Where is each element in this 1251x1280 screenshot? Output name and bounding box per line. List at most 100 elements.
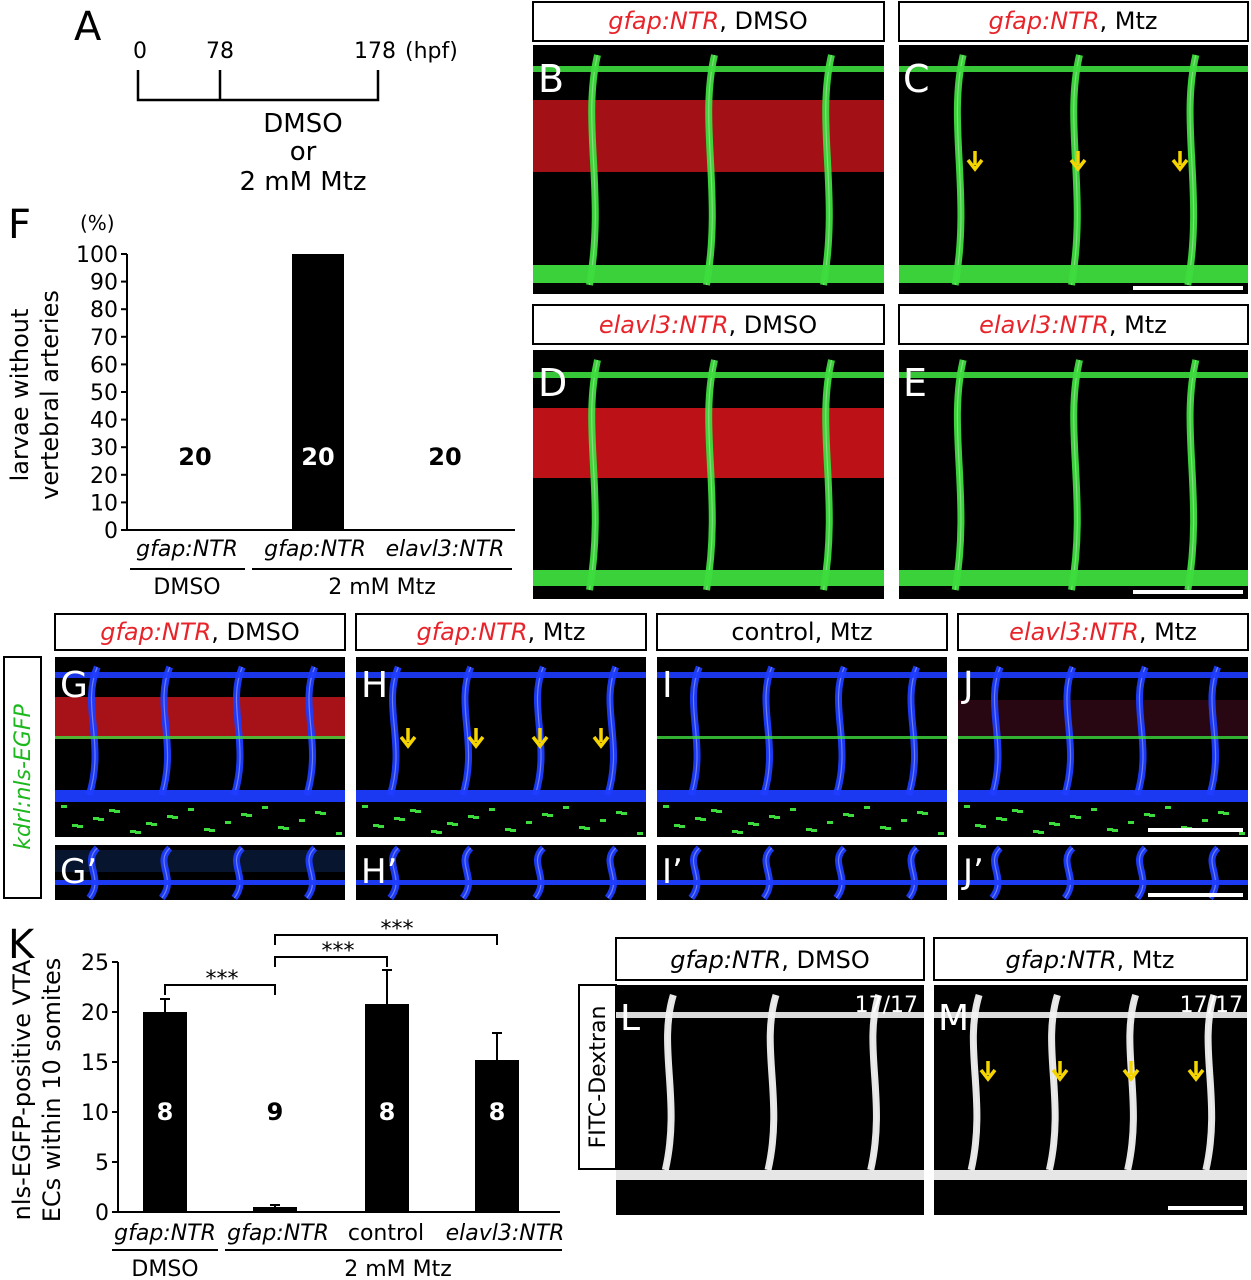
endothelial-nucleus [1017, 810, 1023, 813]
timeline-unit: (hpf) [405, 39, 458, 64]
chart-k-category-label: elavl3:NTR [446, 1221, 565, 1246]
chart-k-tick-label: 0 [95, 1201, 109, 1226]
endothelial-nucleus [436, 831, 442, 834]
ventral-vessel [657, 790, 947, 802]
header-box-m [933, 937, 1248, 981]
arrows-c [966, 151, 1189, 172]
side-label-kdrl-text: kdrl:nls-EGFP [11, 703, 36, 849]
endothelial-nucleus [489, 808, 495, 811]
endothelial-nucleus [584, 827, 590, 830]
endothelial-nucleus [938, 832, 944, 835]
endothelial-nucleus [1223, 812, 1229, 815]
endothelial-nucleus [716, 810, 722, 813]
panel-letter-h-prime: H’ [361, 852, 397, 892]
treatment-line-1: DMSO [263, 109, 342, 139]
header-box-c [898, 1, 1249, 42]
panel-f-chart: F (%) larvae without vertebral arteries … [6, 202, 515, 600]
micrograph-j [958, 657, 1248, 837]
arrow-icon [979, 1061, 997, 1082]
chart-k-category-label: gfap:NTR [227, 1221, 329, 1246]
segmental-vessel-highlight [1136, 666, 1146, 796]
chart-f-tick-label: 30 [90, 436, 118, 461]
endothelial-nucleus [700, 818, 706, 821]
panel-e: elavl3:NTR, Mtz E [898, 304, 1249, 599]
vertebral-artery [55, 736, 345, 739]
endothelial-nucleus [790, 808, 796, 811]
endothelial-nucleus [917, 811, 923, 814]
dorsal-vessel [899, 372, 1248, 378]
endothelial-nucleus [885, 827, 891, 830]
dorsal-vessel [657, 672, 947, 678]
chart-f-group-mtz: 2 mM Mtz [328, 575, 436, 600]
count-l: 17/17 [855, 993, 918, 1018]
endothelial-nucleus [996, 817, 1002, 820]
neural-tube-g-prime [55, 850, 345, 872]
endothelial-nucleus [1049, 822, 1055, 825]
endothelial-nucleus [621, 812, 627, 815]
timeline-label-78: 78 [206, 39, 234, 64]
vessels-e [899, 359, 1248, 591]
endothelial-nucleus [848, 814, 854, 817]
dorsal-vessel [533, 372, 884, 378]
dorsal-vessel [55, 672, 345, 678]
segmental-vessel [820, 54, 835, 286]
ventral-vessel [356, 880, 646, 885]
chart-f-bar [292, 254, 344, 530]
endothelial-nucleus [806, 828, 812, 831]
segmental-vessel [303, 845, 318, 901]
segmental-vessel [231, 845, 245, 901]
sig-bracket-2 [274, 956, 388, 967]
ventral-vessel [356, 790, 646, 802]
endothelial-nucleus [579, 826, 585, 829]
endothelial-nucleus [753, 823, 759, 826]
endothelial-nucleus [225, 821, 231, 824]
chart-f-n-label: 20 [178, 443, 211, 471]
panel-letter-h: H [361, 665, 388, 706]
chart-k-bar [143, 1012, 187, 1212]
chart-k-group-dmso: DMSO [131, 1257, 198, 1280]
segmental-vessel-highlight [991, 666, 1001, 796]
neural-tube-red-g [55, 697, 345, 739]
endothelial-nucleus [1149, 814, 1155, 817]
segmental-vessel [703, 359, 718, 591]
segmental-vessel [1206, 845, 1221, 901]
arrow-icon [592, 728, 610, 749]
count-m: 17/17 [1180, 993, 1243, 1018]
panel-letter-k: K [8, 922, 36, 968]
panel-letter-c: C [903, 57, 930, 101]
chart-k-categories: gfap:NTR gfap:NTR control elavl3:NTR [114, 1221, 564, 1246]
sig-bracket-1 [164, 984, 276, 995]
chart-k-bars [143, 1004, 519, 1212]
endothelial-nucleus [964, 805, 970, 808]
sig-label-2: *** [322, 939, 355, 964]
micrograph-i-prime [657, 845, 947, 900]
endothelial-nucleus [130, 830, 136, 833]
endothelial-nucleus [278, 826, 284, 829]
segmental-vessel [1184, 359, 1200, 591]
chart-f-category-label: gfap:NTR [136, 537, 238, 562]
segmental-vessel-highlight [534, 847, 544, 899]
header-box-i [656, 613, 948, 651]
endothelial-nucleus [975, 824, 981, 827]
ventral-vessel [55, 880, 345, 885]
endothelial-nucleus [1012, 809, 1018, 812]
segmental-vessel-highlight [908, 666, 918, 796]
endothelial-nucleus [1218, 811, 1224, 814]
segmental-vessel-highlight [1064, 666, 1074, 796]
segmental-vessel-highlight [161, 847, 171, 899]
arrow-icon [531, 728, 549, 749]
endothelial-nucleus [542, 813, 548, 816]
endothelial-nucleus [114, 810, 120, 813]
side-label-box-kdrl [3, 656, 42, 899]
endothelial-nucleus [748, 822, 754, 825]
segmental-vessel [531, 665, 547, 797]
arrow-icon [1122, 1061, 1140, 1082]
segmental-vessel-highlight [1209, 847, 1219, 899]
segmental-vessel [688, 845, 702, 901]
arrow-icon [399, 728, 417, 749]
chart-f-ylabel-2: vertebral arteries [36, 290, 64, 500]
endothelial-nucleus [1165, 806, 1171, 809]
header-box-d [532, 304, 885, 345]
segmental-vessel [387, 845, 401, 901]
chart-k-tick-label: 10 [81, 1101, 109, 1126]
